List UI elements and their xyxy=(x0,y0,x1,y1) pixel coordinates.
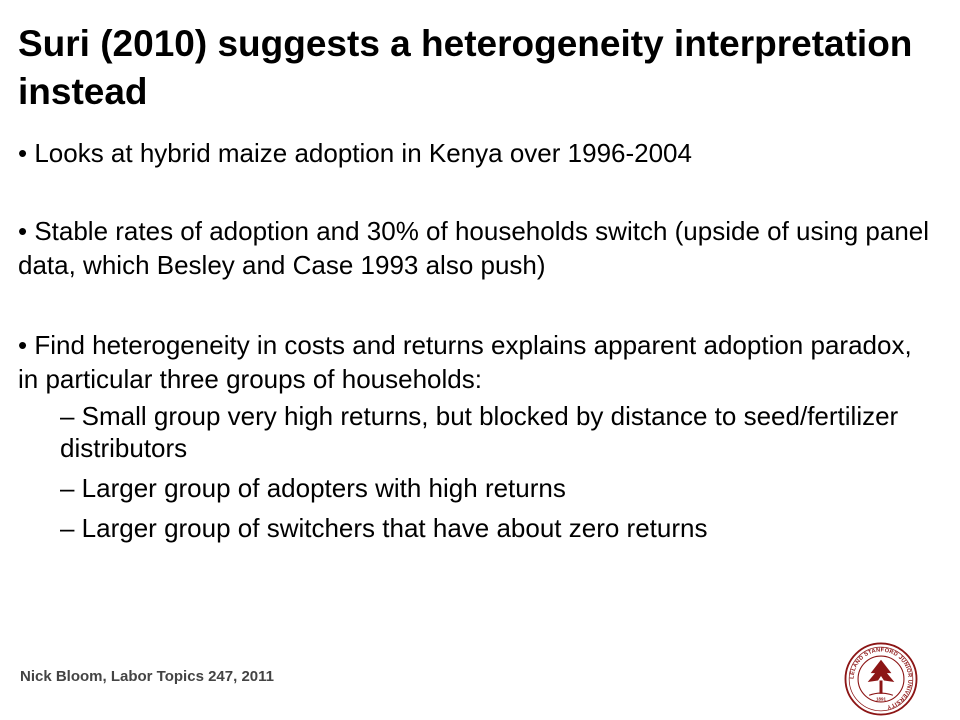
seal-year: 1891 xyxy=(876,696,886,701)
sub-bullet-item: – Small group very high returns, but blo… xyxy=(60,401,899,463)
bullet-item: • Stable rates of adoption and 30% of ho… xyxy=(18,216,930,280)
slide-title: Suri (2010) suggests a heterogeneity int… xyxy=(18,23,913,112)
sub-bullet-item: – Larger group of adopters with high ret… xyxy=(60,473,566,503)
stanford-seal-icon: LELAND STANFORD JUNIOR UNIVERSITY 1891 xyxy=(844,642,918,716)
slide-footer: Nick Bloom, Labor Topics 247, 2011 xyxy=(20,668,274,685)
bullet-item: • Find heterogeneity in costs and return… xyxy=(18,330,912,394)
slide-body: • Looks at hybrid maize adoption in Keny… xyxy=(18,136,938,544)
tree-icon xyxy=(867,659,895,696)
sub-bullet-item: – Larger group of switchers that have ab… xyxy=(60,513,708,543)
bullet-item: • Looks at hybrid maize adoption in Keny… xyxy=(18,138,692,168)
